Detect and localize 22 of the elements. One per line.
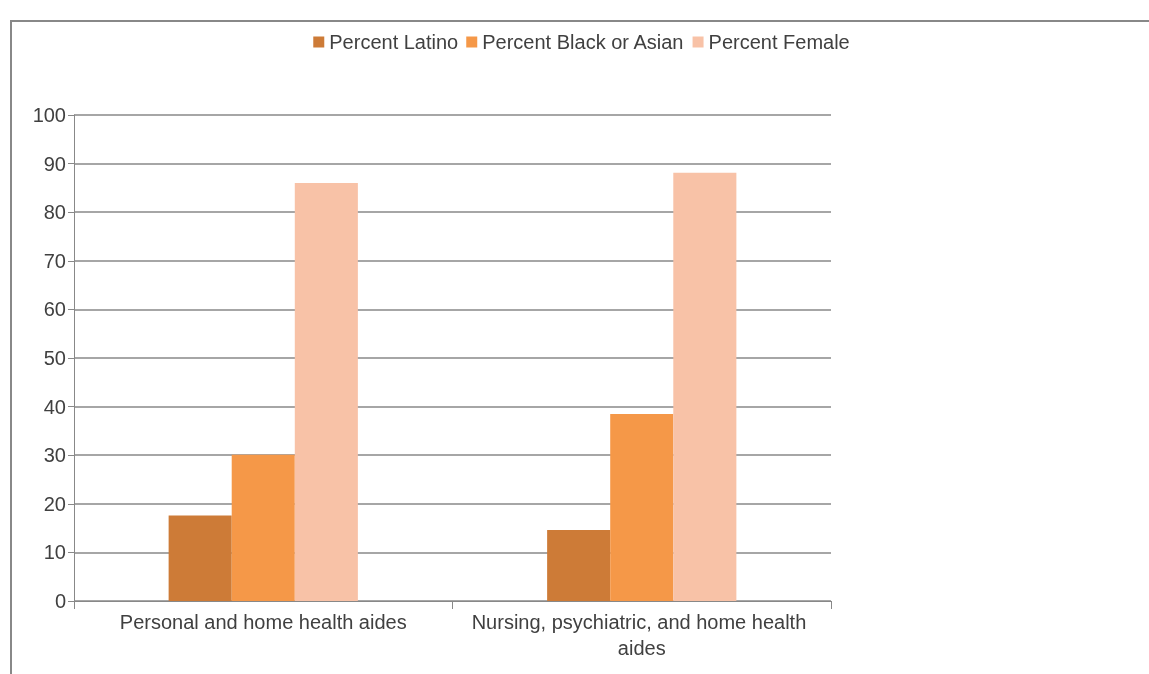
- legend-label: Percent Latino: [329, 31, 459, 53]
- y-tick-label: 0: [54, 590, 66, 612]
- bar: [168, 515, 232, 601]
- bar: [294, 183, 358, 601]
- y-tick-label: 30: [43, 444, 66, 467]
- legend-label: Percent Female: [708, 31, 850, 53]
- bar: [610, 413, 674, 601]
- y-tick-label: 40: [43, 395, 66, 418]
- y-tick-label: 10: [43, 541, 66, 564]
- legend-label: Percent Black or Asian: [482, 31, 684, 53]
- y-tick-label: 70: [43, 249, 66, 272]
- bar: [547, 530, 611, 601]
- y-tick-label: 50: [43, 347, 66, 369]
- y-tick-label: 80: [43, 201, 66, 224]
- y-tick-label: 100: [32, 104, 66, 126]
- y-tick-label: 20: [43, 492, 66, 515]
- x-tick-label: Nursing, psychiatric, and home health aides: [471, 611, 812, 659]
- y-tick-label: 90: [43, 152, 66, 175]
- bar: [231, 454, 295, 601]
- bar: [673, 172, 737, 601]
- x-tick-label: Personal and home health aides: [119, 611, 407, 633]
- y-tick-label: 60: [43, 298, 66, 321]
